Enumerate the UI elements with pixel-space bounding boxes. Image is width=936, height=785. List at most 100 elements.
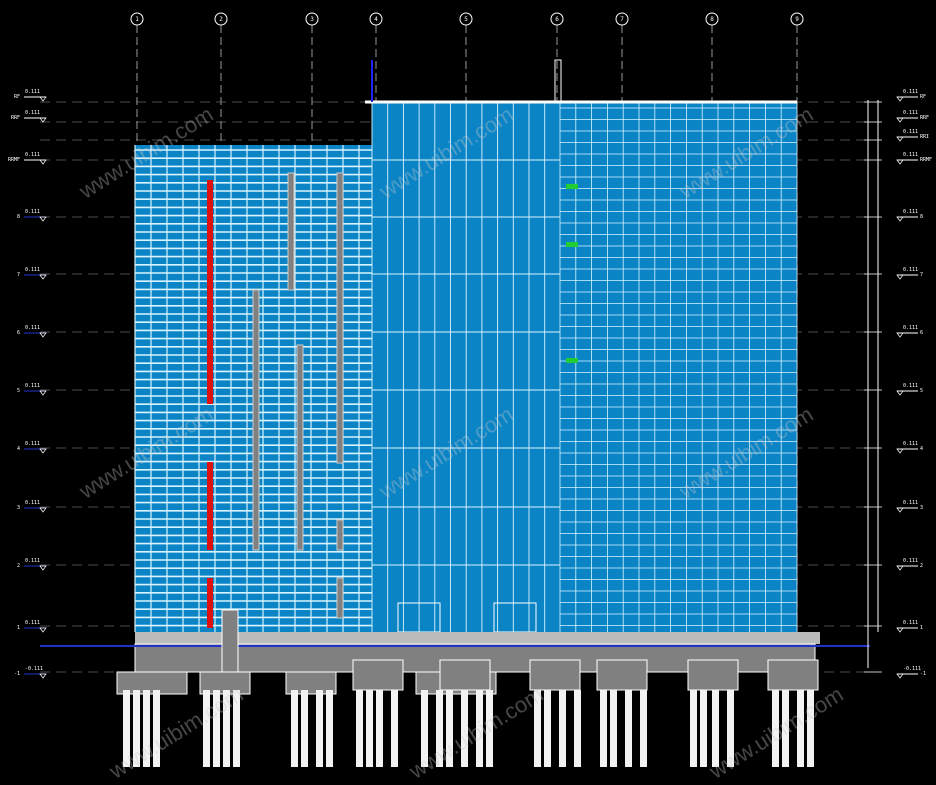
level-value: 0.111 — [903, 152, 918, 158]
level-tag: 7 — [920, 272, 923, 278]
red-panel — [207, 462, 213, 550]
column-stub — [221, 609, 239, 673]
level-tag: 8 — [920, 214, 923, 220]
ground-slab — [135, 632, 820, 644]
level-tag: RRF — [920, 115, 929, 121]
level-value: 0.111 — [903, 209, 918, 215]
level-value: 0.111 — [903, 325, 918, 331]
pile — [326, 690, 333, 767]
level-value: 0.111 — [25, 441, 40, 447]
level-triangle-icon — [39, 159, 47, 165]
level-tag: 3 — [920, 505, 923, 511]
level-tag: 1 — [17, 625, 20, 631]
pile — [690, 690, 697, 767]
level-triangle-icon — [896, 274, 904, 280]
level-tag: 4 — [17, 446, 20, 452]
pile — [640, 690, 647, 767]
level-tag: 4 — [920, 446, 923, 452]
level-value: 0.111 — [903, 383, 918, 389]
green-marker — [566, 358, 578, 363]
level-value: 0.111 — [903, 441, 918, 447]
pile — [143, 690, 150, 767]
pile — [797, 690, 804, 767]
pile — [476, 690, 483, 767]
green-marker — [566, 242, 578, 247]
pile-cap — [529, 659, 581, 691]
level-tag: RRMF — [8, 157, 20, 163]
grid-label: 5 — [464, 16, 468, 23]
pile — [807, 690, 814, 767]
level-tag: -1 — [920, 671, 926, 677]
green-marker — [566, 184, 578, 189]
level-tag: 3 — [17, 505, 20, 511]
grid-label: 6 — [555, 16, 559, 23]
level-triangle-icon — [39, 390, 47, 396]
level-value: 0.111 — [903, 110, 918, 116]
pile-cap — [439, 659, 491, 691]
grid-label: 9 — [795, 16, 799, 23]
level-value: 0.111 — [25, 620, 40, 626]
pile — [153, 690, 160, 767]
grid-label: 2 — [219, 16, 223, 23]
pile — [625, 690, 632, 767]
level-triangle-icon — [896, 117, 904, 123]
level-triangle-icon — [896, 627, 904, 633]
level-triangle-icon — [39, 117, 47, 123]
pile — [544, 690, 551, 767]
curtain-wall-right — [560, 102, 797, 632]
pile — [366, 690, 373, 767]
grey-column — [336, 577, 344, 619]
level-tag: RRF — [11, 115, 20, 121]
grid-label: 4 — [374, 16, 378, 23]
level-value: -0.111 — [25, 666, 43, 672]
level-triangle-icon — [39, 673, 47, 679]
level-tag: 5 — [17, 388, 20, 394]
pile-cap — [767, 659, 819, 691]
pile-cap — [285, 671, 337, 695]
pile — [446, 690, 453, 767]
level-triangle-icon — [896, 136, 904, 142]
level-tag: -1 — [14, 671, 20, 677]
pile — [700, 690, 707, 767]
roof-mast — [554, 59, 562, 103]
level-value: 0.111 — [903, 89, 918, 95]
grid-label: 7 — [620, 16, 624, 23]
level-value: 0.111 — [25, 89, 40, 95]
level-tag: 6 — [920, 330, 923, 336]
pile-cap — [687, 659, 739, 691]
pile — [727, 690, 734, 767]
grey-column — [287, 172, 295, 291]
pile — [772, 690, 779, 767]
level-triangle-icon — [896, 507, 904, 513]
grid-label: 3 — [310, 16, 314, 23]
level-triangle-icon — [896, 673, 904, 679]
grey-column — [336, 519, 344, 551]
pile — [486, 690, 493, 767]
level-value: 0.111 — [25, 500, 40, 506]
level-tag: RRMF — [920, 157, 932, 163]
level-tag: RRI — [920, 134, 929, 140]
level-tag: 5 — [920, 388, 923, 394]
level-tag: 8 — [17, 214, 20, 220]
level-value: 0.111 — [25, 383, 40, 389]
pile — [559, 690, 566, 767]
level-value: 0.111 — [25, 209, 40, 215]
grid-label: 1 — [135, 16, 139, 23]
pile — [223, 690, 230, 767]
pile — [782, 690, 789, 767]
level-value: -0.111 — [903, 666, 921, 672]
pile — [436, 690, 443, 767]
pile — [316, 690, 323, 767]
level-tag: 7 — [17, 272, 20, 278]
pile — [534, 690, 541, 767]
grid-label: 8 — [710, 16, 714, 23]
pile — [123, 690, 130, 767]
pile — [291, 690, 298, 767]
level-tag: 6 — [17, 330, 20, 336]
red-panel — [207, 180, 213, 404]
pile — [203, 690, 210, 767]
pile — [610, 690, 617, 767]
pile — [233, 690, 240, 767]
level-value: 0.111 — [903, 500, 918, 506]
